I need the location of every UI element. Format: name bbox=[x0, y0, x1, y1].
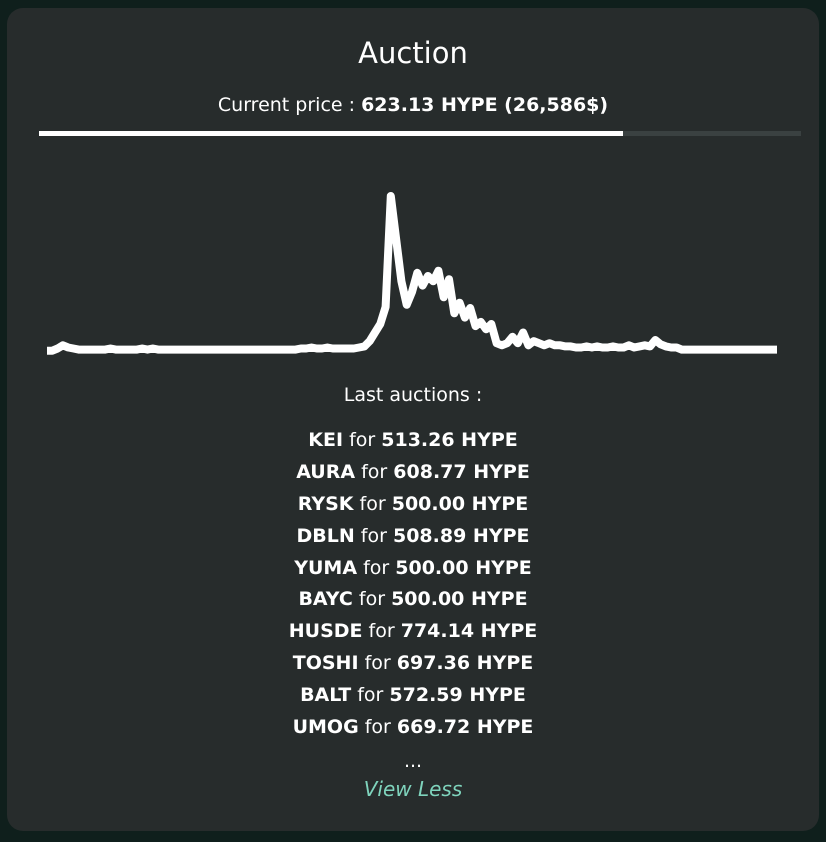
auction-amount: 500.00 HYPE bbox=[391, 588, 528, 611]
auction-row: DBLN for 508.89 HYPE bbox=[7, 521, 819, 553]
current-price: Current price : 623.13 HYPE (26,586$) bbox=[7, 92, 819, 118]
auction-connector: for bbox=[358, 652, 397, 675]
auction-amount: 572.59 HYPE bbox=[389, 684, 526, 707]
auction-token-name: DBLN bbox=[296, 524, 355, 547]
auction-card: Auction Current price : 623.13 HYPE (26,… bbox=[7, 8, 819, 831]
auction-connector: for bbox=[362, 620, 401, 643]
price-history-chart bbox=[47, 192, 777, 355]
auction-row: YUMA for 500.00 HYPE bbox=[7, 553, 819, 585]
current-price-label: Current price : bbox=[217, 94, 362, 116]
auction-amount: 669.72 HYPE bbox=[396, 716, 534, 739]
auction-row: BALT for 572.59 HYPE bbox=[7, 680, 819, 712]
auction-amount: 697.36 HYPE bbox=[396, 652, 534, 675]
last-auctions-label: Last auctions : bbox=[343, 384, 483, 406]
auction-token-name: RYSK bbox=[297, 492, 354, 515]
current-price-value: 623.13 HYPE (26,586$) bbox=[361, 94, 609, 116]
auction-token-name: TOSHI bbox=[292, 652, 359, 675]
auction-token-name: YUMA bbox=[294, 556, 358, 579]
auction-connector: for bbox=[355, 460, 394, 483]
auction-connector: for bbox=[343, 429, 382, 451]
auction-amount: 513.26 HYPE bbox=[381, 429, 518, 451]
auction-progress-bar bbox=[39, 131, 801, 136]
auction-amount: 500.00 HYPE bbox=[391, 492, 529, 515]
auction-token-name: KEI bbox=[308, 429, 344, 451]
auction-token-name: HUSDE bbox=[288, 620, 363, 643]
auction-token-name: AURA bbox=[296, 460, 356, 483]
auction-token-name: BAYC bbox=[298, 588, 353, 611]
auction-row: RYSK for 500.00 HYPE bbox=[7, 489, 819, 521]
auction-connector: for bbox=[357, 556, 396, 579]
auction-token-name: BALT bbox=[300, 684, 352, 707]
auction-progress-fill bbox=[39, 131, 623, 136]
auction-connector: for bbox=[354, 524, 393, 547]
auction-title: Auction bbox=[358, 36, 468, 70]
auction-amount: 774.14 HYPE bbox=[400, 620, 538, 643]
auction-row: TOSHI for 697.36 HYPE bbox=[7, 648, 819, 680]
auction-row: KEI for 513.26 HYPE bbox=[7, 425, 819, 457]
view-less-link[interactable]: View Less bbox=[363, 777, 463, 801]
last-auctions-list: KEI for 513.26 HYPE AURA for 608.77 HYPE R… bbox=[7, 425, 819, 744]
auction-connector: for bbox=[353, 492, 392, 515]
price-history-line bbox=[47, 192, 777, 355]
auction-connector: for bbox=[358, 716, 397, 739]
more-ellipsis: ... bbox=[403, 750, 423, 772]
auction-row: UMOG for 669.72 HYPE bbox=[7, 712, 819, 744]
auction-connector: for bbox=[351, 684, 390, 707]
auction-amount: 508.89 HYPE bbox=[392, 524, 530, 547]
auction-row: HUSDE for 774.14 HYPE bbox=[7, 616, 819, 648]
auction-amount: 608.77 HYPE bbox=[393, 460, 530, 483]
auction-row: BAYC for 500.00 HYPE bbox=[7, 584, 819, 616]
auction-connector: for bbox=[352, 588, 392, 611]
auction-amount: 500.00 HYPE bbox=[395, 556, 532, 579]
auction-row: AURA for 608.77 HYPE bbox=[7, 457, 819, 489]
auction-token-name: UMOG bbox=[292, 716, 359, 739]
